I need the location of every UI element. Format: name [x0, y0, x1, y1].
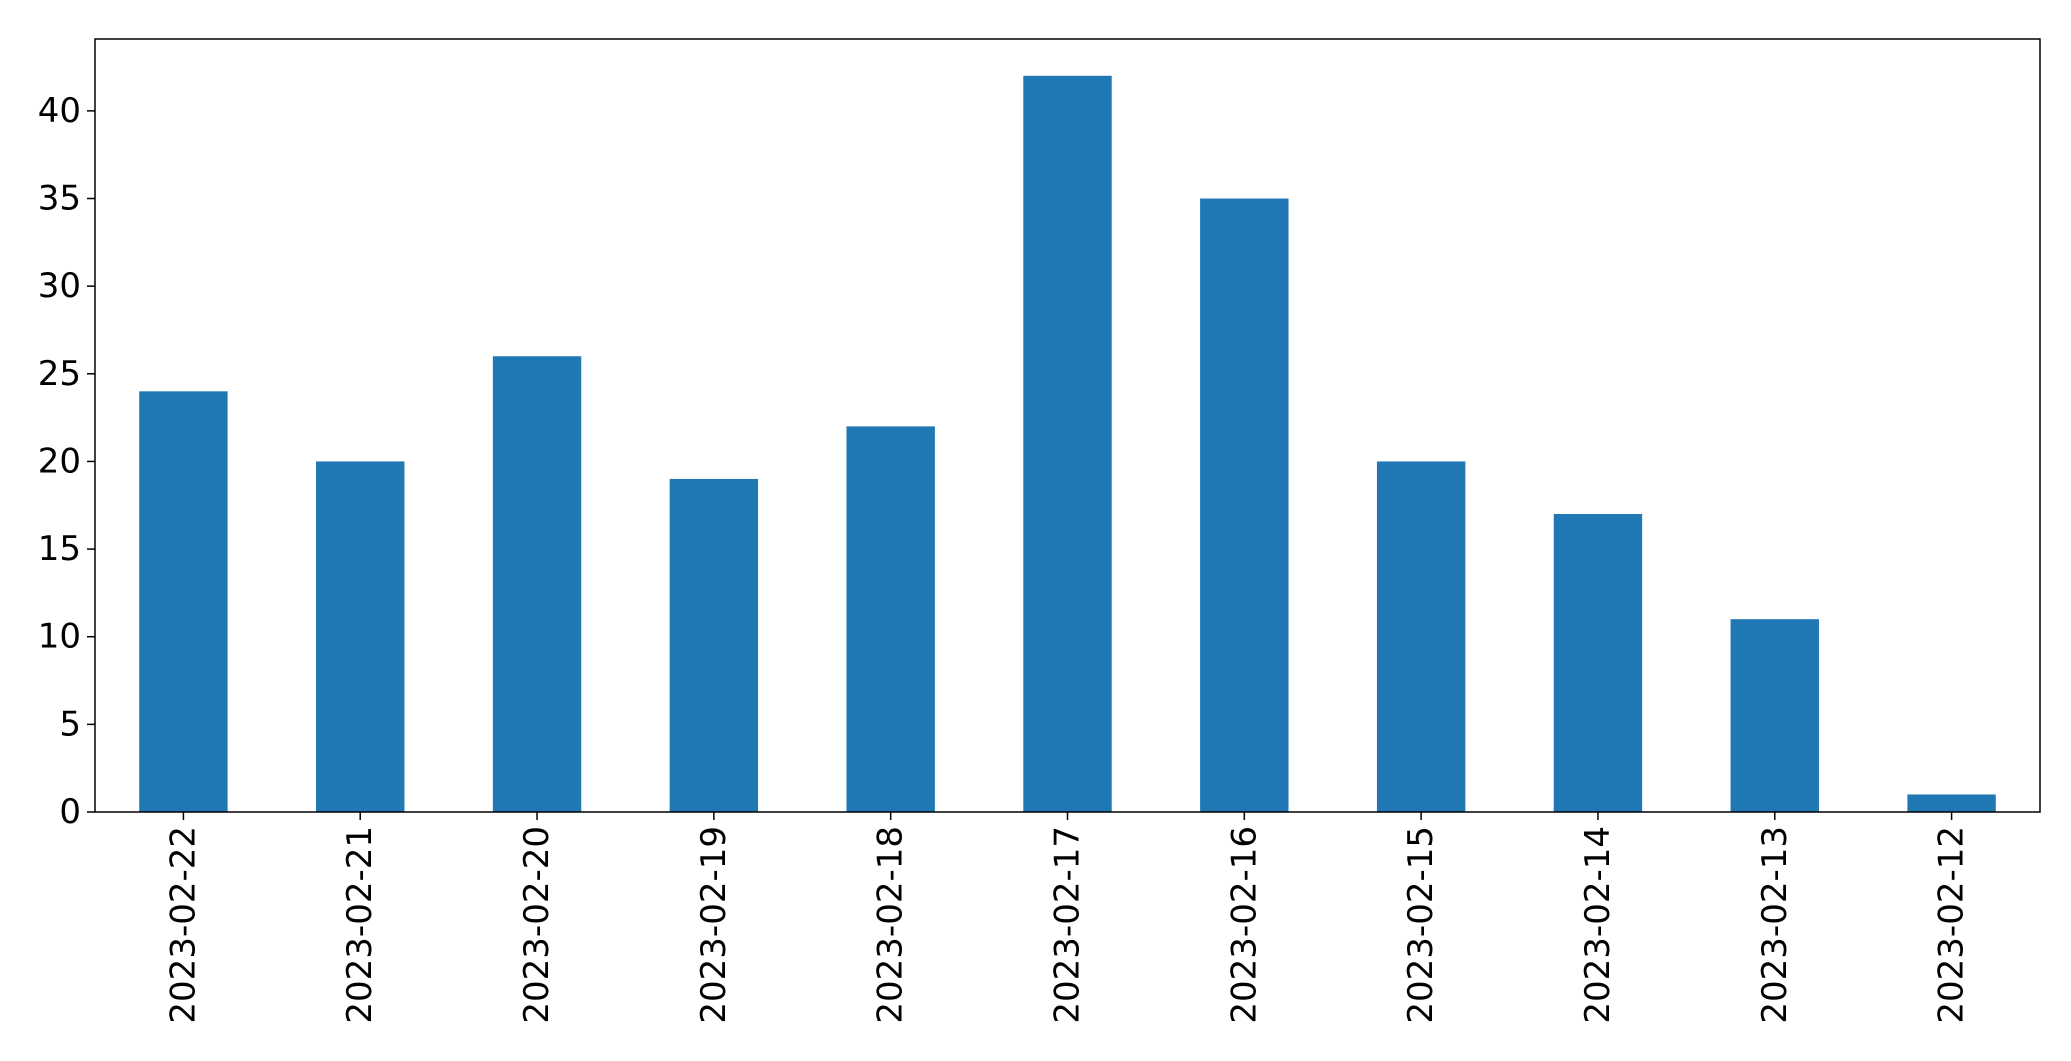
bar-2023-02-16: [1200, 198, 1289, 812]
x-tick-label: 2023-02-13: [1755, 826, 1795, 1024]
bar-2023-02-12: [1907, 794, 1996, 812]
bar-2023-02-22: [139, 391, 228, 812]
bars-layer: [139, 75, 1996, 813]
x-tick-label: 2023-02-12: [1932, 826, 1972, 1024]
y-tick-label: 25: [38, 354, 81, 394]
bar-2023-02-20: [492, 356, 582, 812]
bar-2023-02-13: [1730, 619, 1819, 812]
x-tick-label: 2023-02-20: [517, 826, 557, 1024]
y-tick-label: 20: [38, 441, 81, 481]
bar-2023-02-14: [1553, 514, 1643, 812]
x-tick-label: 2023-02-14: [1578, 826, 1618, 1024]
y-tick-label: 5: [59, 704, 81, 744]
x-tick-label: 2023-02-18: [871, 826, 911, 1024]
x-tick-label: 2023-02-15: [1401, 826, 1441, 1024]
x-tick-label: 2023-02-22: [163, 826, 203, 1024]
y-axis: 0 5 10 15 20 25 30 35 40: [38, 91, 95, 832]
y-tick-label: 10: [38, 617, 81, 657]
x-tick-label: 2023-02-16: [1224, 826, 1264, 1024]
x-tick-label: 2023-02-19: [694, 826, 734, 1024]
y-tick-label: 35: [38, 179, 81, 219]
bar-2023-02-21: [316, 461, 405, 812]
x-tick-label: 2023-02-17: [1048, 826, 1088, 1024]
y-tick-label: 30: [38, 266, 81, 306]
y-tick-label: 0: [59, 792, 81, 832]
y-tick-label: 40: [38, 91, 81, 131]
x-tick-label: 2023-02-21: [340, 826, 380, 1024]
bar-2023-02-19: [669, 478, 759, 812]
bar-2023-02-17: [1023, 75, 1112, 813]
x-axis: 2023-02-22 2023-02-21 2023-02-20 2023-02-19…: [163, 812, 1972, 1024]
plot-frame: [94, 38, 2041, 813]
bar-2023-02-15: [1376, 461, 1466, 812]
y-tick-label: 15: [38, 529, 81, 569]
bar-2023-02-18: [846, 426, 935, 812]
